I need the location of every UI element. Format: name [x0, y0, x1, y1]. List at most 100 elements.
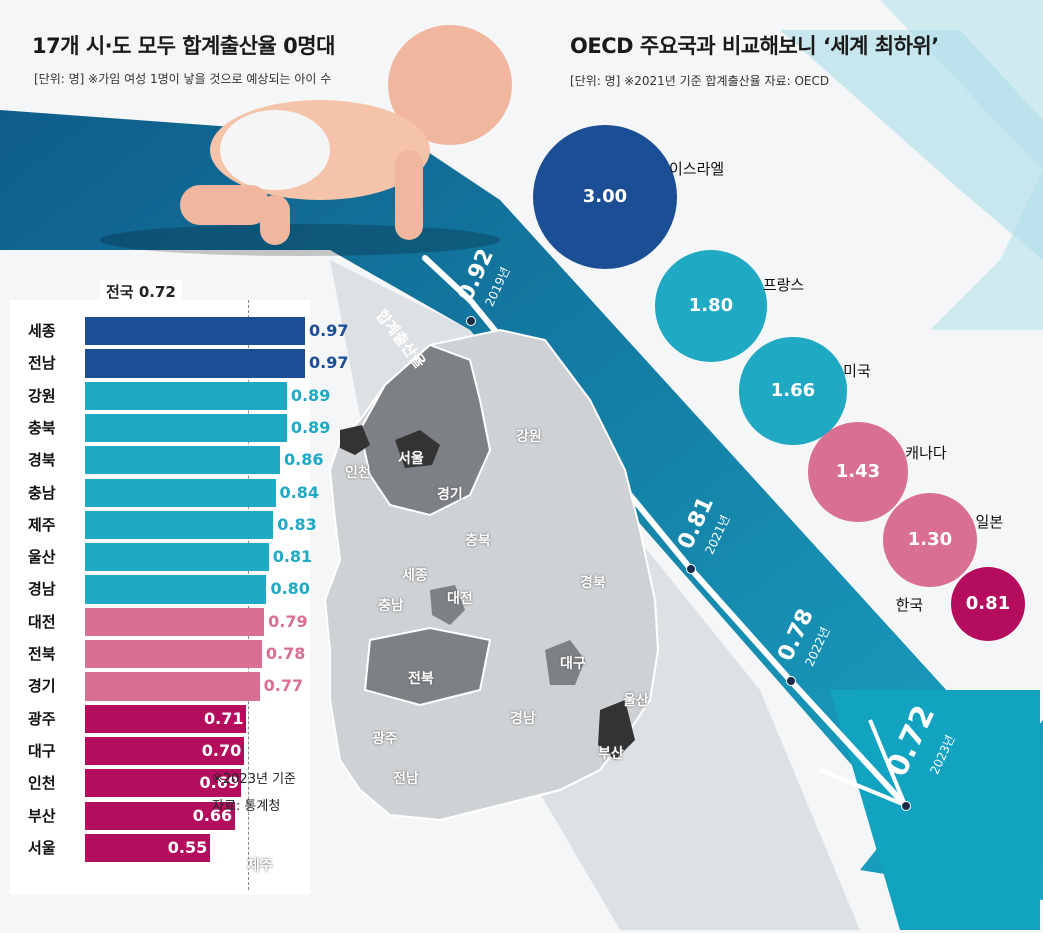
right-title: OECD 주요국과 비교해보니 ‘세계 최하위’ — [570, 34, 939, 58]
bar-category-label: 대구 — [28, 741, 56, 760]
bar — [85, 446, 281, 475]
bar-category-label: 강원 — [28, 386, 56, 405]
bar-category-label: 경남 — [28, 580, 56, 599]
map-region-label: 강원 — [516, 429, 542, 445]
bubble-value-label: 1.30 — [907, 529, 953, 550]
bubble-value-label: 0.81 — [965, 593, 1011, 614]
bubble-country-label: 미국 — [843, 361, 871, 380]
bar — [85, 317, 305, 346]
bar-value-label: 0.70 — [201, 740, 242, 760]
bar-category-label: 세종 — [28, 322, 56, 340]
bubble-country-label: 프랑스 — [762, 275, 805, 294]
bar — [85, 704, 247, 733]
map-region-label: 전남 — [393, 771, 419, 787]
trend-point — [901, 801, 911, 811]
bubble-value-label: 1.66 — [770, 380, 816, 401]
chart-note: ※2023년 기준 — [212, 772, 296, 787]
bar — [85, 381, 287, 410]
bar-category-label: 충남 — [28, 483, 56, 502]
map-region-label: 충북 — [465, 533, 491, 549]
national-average-label: 전국 0.72 — [100, 280, 182, 303]
bubble — [808, 422, 908, 522]
baby-illustration — [100, 25, 512, 256]
bar-value-label: 0.97 — [309, 353, 349, 373]
bar-value-label: 0.69 — [199, 773, 239, 793]
map-region-label: 세종 — [402, 568, 428, 584]
bar-category-label: 광주 — [28, 709, 56, 728]
map-region-label: 대구 — [560, 656, 586, 672]
bar-category-label: 경북 — [28, 451, 56, 470]
bar-category-label: 울산 — [28, 548, 56, 567]
bar — [85, 543, 269, 572]
bar-category-label: 대전 — [28, 612, 56, 631]
bar-value-label: 0.80 — [270, 579, 310, 599]
bubble — [882, 492, 978, 588]
bar-value-label: 0.79 — [268, 611, 308, 631]
light-arrow-2 — [780, 30, 1043, 260]
bar — [85, 672, 260, 701]
map-region-label: 광주 — [372, 731, 398, 747]
bar-value-label: 0.78 — [265, 644, 306, 663]
left-title: 17개 시·도 모두 합계출산율 0명대 — [32, 34, 335, 58]
bar-category-label: 제주 — [28, 515, 56, 534]
bubble-country-label: 일본 — [975, 513, 1004, 532]
bar-value-label: 0.55 — [167, 837, 208, 857]
map-region-label: 인천 — [345, 465, 371, 481]
bar-category-label: 서울 — [28, 838, 56, 857]
map-region-label: 충남 — [378, 598, 404, 614]
bar-category-label: 경기 — [28, 677, 56, 696]
bar-value-label: 0.81 — [272, 547, 313, 567]
map-region-label: 경기 — [437, 487, 463, 503]
trend-point — [686, 564, 696, 574]
bar-value-label: 0.97 — [309, 321, 349, 340]
bar-value-label: 0.89 — [290, 385, 331, 405]
bubble — [950, 566, 1026, 642]
bar — [85, 801, 235, 830]
map-region-label: 전북 — [408, 671, 434, 687]
chart-source: 자료: 통계청 — [212, 799, 281, 814]
bubble-country-label: 이스라엘 — [669, 160, 725, 179]
trend-point — [786, 676, 796, 686]
bubble — [655, 250, 767, 362]
bubble-value-label: 1.43 — [835, 461, 881, 482]
bubble-value-label: 1.80 — [688, 295, 734, 316]
bar-category-label: 부산 — [28, 806, 56, 825]
bar — [85, 833, 210, 863]
left-subtitle: [단위: 명] ※가임 여성 1명이 낳을 것으로 예상되는 아이 수 — [34, 72, 332, 86]
bar-category-label: 충북 — [28, 418, 56, 437]
bar-category-label: 인천 — [28, 774, 56, 793]
bar — [85, 640, 262, 669]
map-region-label: 제주 — [247, 858, 273, 874]
bar-category-label: 전북 — [28, 645, 56, 663]
map-region-label: 대전 — [447, 591, 473, 607]
bar-value-label: 0.89 — [290, 417, 331, 437]
bubble-value-label: 3.00 — [582, 186, 628, 207]
bar-value-label: 0.66 — [192, 805, 233, 825]
bubble-country-label: 캐나다 — [905, 444, 947, 463]
bar — [85, 769, 242, 798]
bubble — [533, 125, 677, 269]
bar-value-label: 0.84 — [279, 482, 319, 502]
right-subtitle: [단위: 명] ※2021년 기준 합계출산율 자료: OECD — [570, 74, 830, 88]
bar — [85, 349, 305, 378]
bar-value-label: 0.86 — [284, 450, 324, 470]
bubble — [739, 337, 847, 445]
map-region-label: 경북 — [580, 575, 606, 591]
map-region-label: 서울 — [398, 451, 424, 467]
bar — [85, 478, 276, 507]
bar — [85, 510, 274, 540]
bar — [85, 607, 265, 636]
trend-point — [466, 316, 476, 326]
bar-category-label: 전남 — [28, 354, 56, 373]
bar-value-label: 0.71 — [204, 708, 244, 728]
map-region-label: 경남 — [510, 711, 536, 727]
bar-value-label: 0.77 — [263, 676, 304, 696]
bar-value-label: 0.83 — [277, 514, 317, 534]
bubble-country-label: 한국 — [895, 596, 924, 614]
bar — [85, 413, 287, 443]
map-region-label: 부산 — [598, 746, 624, 762]
map-region-label: 울산 — [623, 693, 649, 709]
